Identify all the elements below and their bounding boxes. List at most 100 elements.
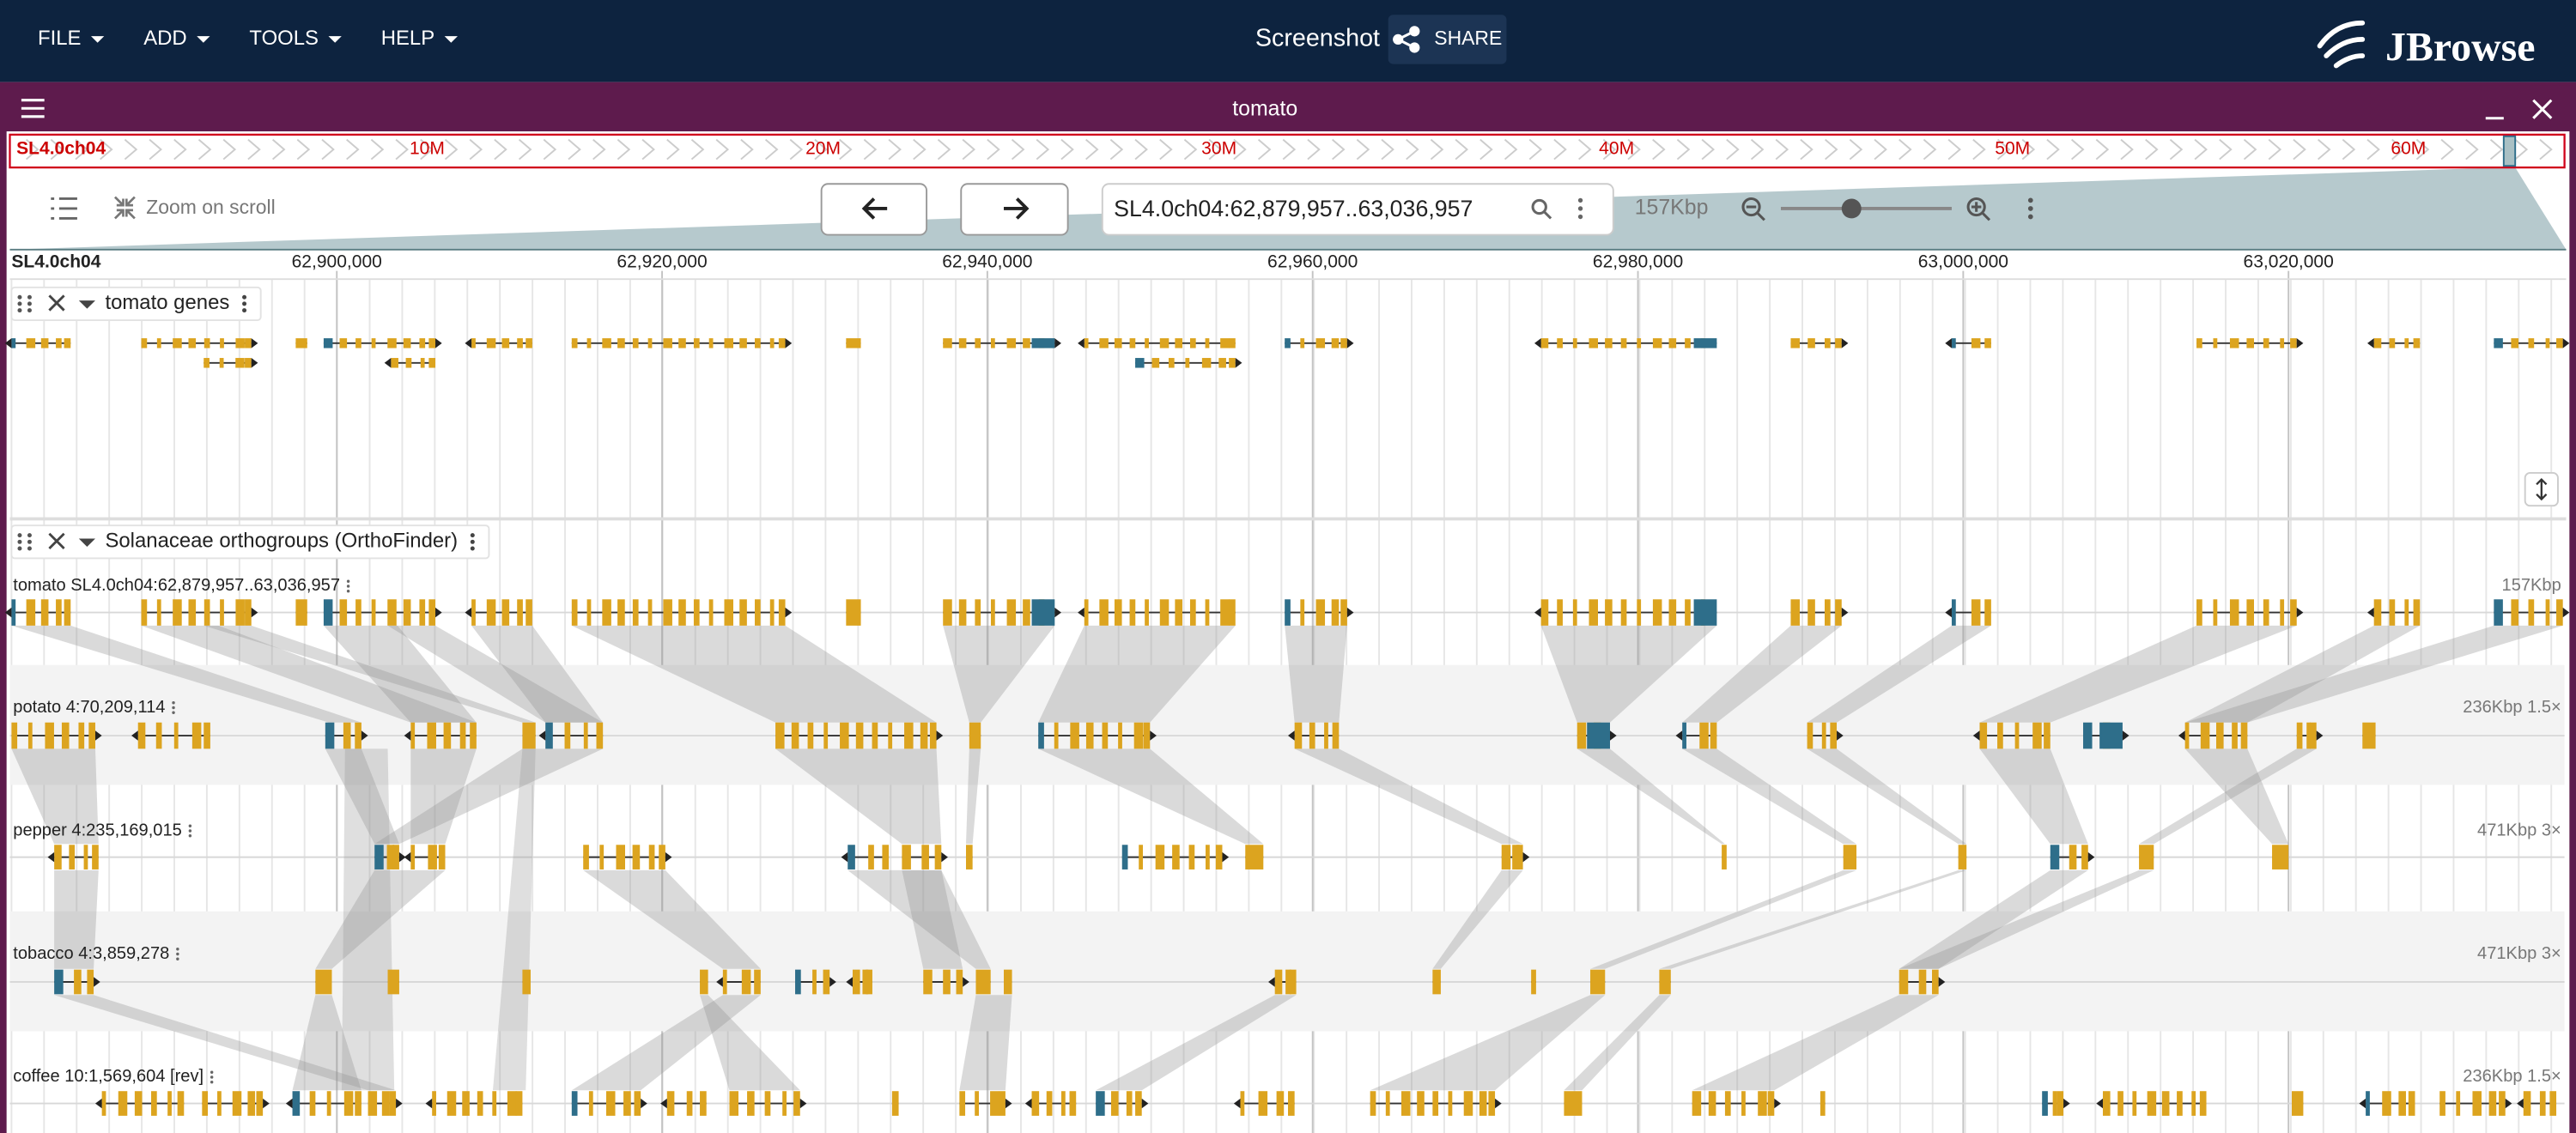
exon xyxy=(663,338,672,348)
exon xyxy=(2362,722,2376,749)
synteny-link xyxy=(1285,625,1347,723)
menu-caret xyxy=(197,36,210,43)
exon xyxy=(1069,1091,1077,1116)
exon xyxy=(438,845,446,869)
chevron xyxy=(1947,138,1961,161)
exon xyxy=(1724,1091,1731,1116)
strand-arrow xyxy=(4,607,12,618)
row-menu-dot[interactable] xyxy=(210,1080,214,1084)
share-button[interactable] xyxy=(1388,15,1507,64)
strand-arrow xyxy=(1837,730,1844,741)
search-icon[interactable] xyxy=(1531,198,1552,220)
row-menu-dot[interactable] xyxy=(188,834,192,838)
row-menu-dot[interactable] xyxy=(176,952,179,956)
drag-handle-dot[interactable] xyxy=(27,308,32,313)
row-menu-dot[interactable] xyxy=(346,589,350,593)
chevron xyxy=(1208,138,1223,161)
app-bar xyxy=(0,0,2576,82)
session-title[interactable]: Screenshot xyxy=(1255,24,1380,52)
drag-handle-dot[interactable] xyxy=(27,301,32,306)
exon xyxy=(2196,338,2202,348)
exon xyxy=(764,1091,771,1116)
row-menu-dot[interactable] xyxy=(176,948,179,951)
track-label-box xyxy=(10,524,490,560)
overview-bar[interactable] xyxy=(9,133,2566,169)
close-view-icon[interactable] xyxy=(2532,99,2553,119)
strand-arrow xyxy=(1495,1098,1502,1109)
location-box[interactable] xyxy=(1101,183,1614,236)
exon xyxy=(923,969,933,995)
drag-handle-dot[interactable] xyxy=(17,308,22,313)
track-caret[interactable] xyxy=(78,538,95,548)
exon xyxy=(204,338,210,348)
exon xyxy=(1315,599,1326,626)
exon xyxy=(1557,338,1563,348)
location-text[interactable]: SL4.0ch04:62,879,957..63,036,957 xyxy=(1114,196,1473,221)
drag-handle-dot[interactable] xyxy=(17,546,22,551)
exon xyxy=(526,338,532,348)
zoom-scroll-icon[interactable] xyxy=(113,196,136,220)
strand-arrow xyxy=(1945,607,1952,618)
row-menu-dot[interactable] xyxy=(188,829,192,833)
exon xyxy=(778,599,786,626)
row-menu-dot[interactable] xyxy=(172,701,175,705)
drag-handle-dot[interactable] xyxy=(17,301,22,306)
menu-item[interactable]: TOOLS xyxy=(249,27,319,50)
zoom-out-icon[interactable] xyxy=(1741,197,1765,221)
menu-item[interactable]: ADD xyxy=(143,27,186,50)
drag-handle-dot[interactable] xyxy=(17,539,22,544)
exon xyxy=(323,599,333,626)
row-menu-dot[interactable] xyxy=(188,824,192,827)
track-menu-dot[interactable] xyxy=(242,294,247,300)
exon xyxy=(188,338,197,348)
chevron xyxy=(1060,138,1074,161)
drag-handle-dot[interactable] xyxy=(27,546,32,551)
close-track-icon[interactable] xyxy=(48,294,65,312)
exon xyxy=(245,338,252,348)
row-menu-dot[interactable] xyxy=(346,585,350,588)
track-caret[interactable] xyxy=(78,300,95,309)
chevron xyxy=(2391,138,2405,161)
drag-handle-dot[interactable] xyxy=(17,294,22,300)
exon xyxy=(1031,338,1055,348)
share-label[interactable]: SHARE xyxy=(1434,27,1502,49)
menu-item[interactable]: FILE xyxy=(38,27,82,50)
drag-handle-dot[interactable] xyxy=(27,533,32,538)
menu-item[interactable]: HELP xyxy=(381,27,434,50)
row-menu-dot[interactable] xyxy=(172,711,175,714)
chevron xyxy=(789,138,804,161)
view-menu-icon[interactable] xyxy=(21,99,45,118)
exon xyxy=(247,1091,256,1116)
location-menu-icon[interactable] xyxy=(1577,197,1583,220)
view-options-icon[interactable] xyxy=(2027,197,2033,220)
track-menu-dot[interactable] xyxy=(242,308,247,313)
row-menu-dot[interactable] xyxy=(346,579,350,583)
track-menu-dot[interactable] xyxy=(470,546,475,551)
zoom-in-icon[interactable] xyxy=(1966,197,1991,221)
strand-arrow xyxy=(1268,977,1275,987)
row-menu-dot[interactable] xyxy=(210,1075,214,1079)
row-menu-dot[interactable] xyxy=(176,957,179,960)
exon xyxy=(61,722,70,749)
track-menu-dot[interactable] xyxy=(470,539,475,544)
row-menu-dot[interactable] xyxy=(210,1070,214,1074)
drag-handle-dot[interactable] xyxy=(27,294,32,300)
track-menu-dot[interactable] xyxy=(470,533,475,538)
exon xyxy=(355,1091,361,1116)
exon xyxy=(2102,1091,2111,1116)
row-menu-dot[interactable] xyxy=(172,706,175,710)
zoom-scroll-label[interactable]: Zoom on scroll xyxy=(146,196,275,218)
drag-handle-dot[interactable] xyxy=(27,539,32,544)
synteny-link xyxy=(325,748,399,845)
exon xyxy=(2177,1091,2183,1116)
chevron xyxy=(2317,138,2331,161)
zoom-slider-thumb[interactable] xyxy=(1841,198,1862,219)
track-selector-icon[interactable] xyxy=(51,197,77,220)
close-track-icon[interactable] xyxy=(48,532,65,549)
exon xyxy=(2549,1091,2557,1116)
exon xyxy=(387,599,397,626)
drag-handle-dot[interactable] xyxy=(17,533,22,538)
track-menu-dot[interactable] xyxy=(242,301,247,306)
exon xyxy=(403,338,411,348)
